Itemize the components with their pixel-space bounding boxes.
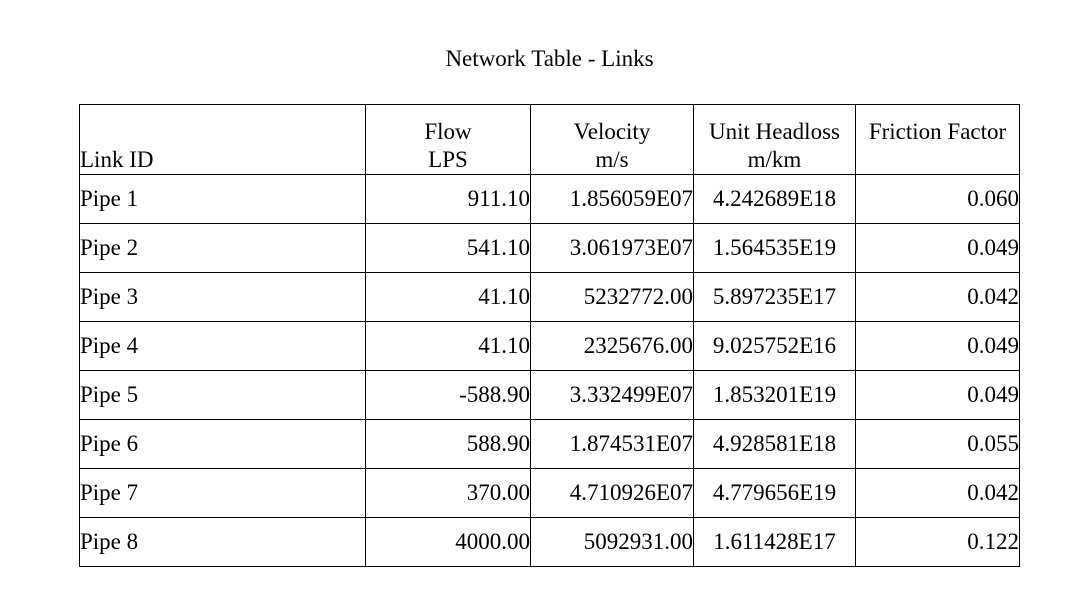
header-velocity-name: Velocity: [573, 119, 651, 144]
cell-flow: 541.10: [365, 223, 531, 273]
cell-link-id: Pipe 7: [79, 468, 366, 518]
header-flow: Flow LPS: [365, 104, 531, 175]
table-row: Pipe 7 370.00 4.710926E07 4.779656E19 0.…: [79, 468, 1020, 518]
cell-friction-factor: 0.042: [855, 468, 1020, 518]
table-row: Pipe 5 -588.90 3.332499E07 1.853201E19 0…: [79, 370, 1020, 420]
cell-link-id: Pipe 8: [79, 517, 366, 567]
table-row: Pipe 2 541.10 3.061973E07 1.564535E19 0.…: [79, 223, 1020, 273]
header-velocity: Velocity m/s: [530, 104, 694, 175]
cell-unit-headloss: 9.025752E16: [693, 321, 856, 371]
cell-flow: -588.90: [365, 370, 531, 420]
cell-flow: 588.90: [365, 419, 531, 469]
table-row: Pipe 8 4000.00 5092931.00 1.611428E17 0.…: [79, 517, 1020, 567]
cell-unit-headloss: 4.928581E18: [693, 419, 856, 469]
cell-link-id: Pipe 1: [79, 174, 366, 224]
header-unit-headloss: Unit Headloss m/km: [693, 104, 856, 175]
cell-flow: 41.10: [365, 321, 531, 371]
page-title: Network Table - Links: [445, 46, 654, 71]
cell-friction-factor: 0.042: [855, 272, 1020, 322]
cell-unit-headloss: 4.779656E19: [693, 468, 856, 518]
cell-friction-factor: 0.049: [855, 321, 1020, 371]
cell-link-id: Pipe 3: [79, 272, 366, 322]
cell-friction-factor: 0.055: [855, 419, 1020, 469]
header-link-id: Link ID: [79, 104, 366, 175]
cell-flow: 41.10: [365, 272, 531, 322]
header-unit-headloss-name: Unit Headloss: [709, 119, 840, 144]
cell-unit-headloss: 1.564535E19: [693, 223, 856, 273]
table-row: Pipe 3 41.10 5232772.00 5.897235E17 0.04…: [79, 272, 1020, 322]
cell-flow: 911.10: [365, 174, 531, 224]
cell-velocity: 4.710926E07: [530, 468, 694, 518]
header-friction-factor-name: Friction Factor: [868, 119, 1007, 144]
cell-velocity: 1.856059E07: [530, 174, 694, 224]
cell-velocity: 2325676.00: [530, 321, 694, 371]
cell-link-id: Pipe 4: [79, 321, 366, 371]
cell-unit-headloss: 1.853201E19: [693, 370, 856, 420]
cell-friction-factor: 0.049: [855, 370, 1020, 420]
cell-friction-factor: 0.060: [855, 174, 1020, 224]
cell-flow: 370.00: [365, 468, 531, 518]
cell-flow: 4000.00: [365, 517, 531, 567]
cell-unit-headloss: 1.611428E17: [693, 517, 856, 567]
header-velocity-unit: m/s: [595, 147, 629, 172]
header-friction-factor: Friction Factor: [855, 104, 1020, 175]
header-unit-headloss-unit: m/km: [747, 147, 802, 172]
header-friction-factor-unit: [857, 146, 1019, 174]
cell-link-id: Pipe 2: [79, 223, 366, 273]
header-flow-name: Flow: [424, 119, 472, 144]
cell-velocity: 5092931.00: [530, 517, 694, 567]
table-row: Pipe 6 588.90 1.874531E07 4.928581E18 0.…: [79, 419, 1020, 469]
cell-unit-headloss: 5.897235E17: [693, 272, 856, 322]
table-header-row: Link ID Flow LPS Velocity m/s Unit Headl…: [79, 104, 1020, 175]
cell-friction-factor: 0.049: [855, 223, 1020, 273]
cell-velocity: 1.874531E07: [530, 419, 694, 469]
cell-velocity: 5232772.00: [530, 272, 694, 322]
links-table: Link ID Flow LPS Velocity m/s Unit Headl…: [79, 104, 1020, 567]
header-flow-unit: LPS: [428, 147, 468, 172]
cell-link-id: Pipe 6: [79, 419, 366, 469]
cell-velocity: 3.332499E07: [530, 370, 694, 420]
table-row: Pipe 4 41.10 2325676.00 9.025752E16 0.04…: [79, 321, 1020, 371]
table-row: Pipe 1 911.10 1.856059E07 4.242689E18 0.…: [79, 174, 1020, 224]
cell-velocity: 3.061973E07: [530, 223, 694, 273]
cell-unit-headloss: 4.242689E18: [693, 174, 856, 224]
cell-link-id: Pipe 5: [79, 370, 366, 420]
cell-friction-factor: 0.122: [855, 517, 1020, 567]
